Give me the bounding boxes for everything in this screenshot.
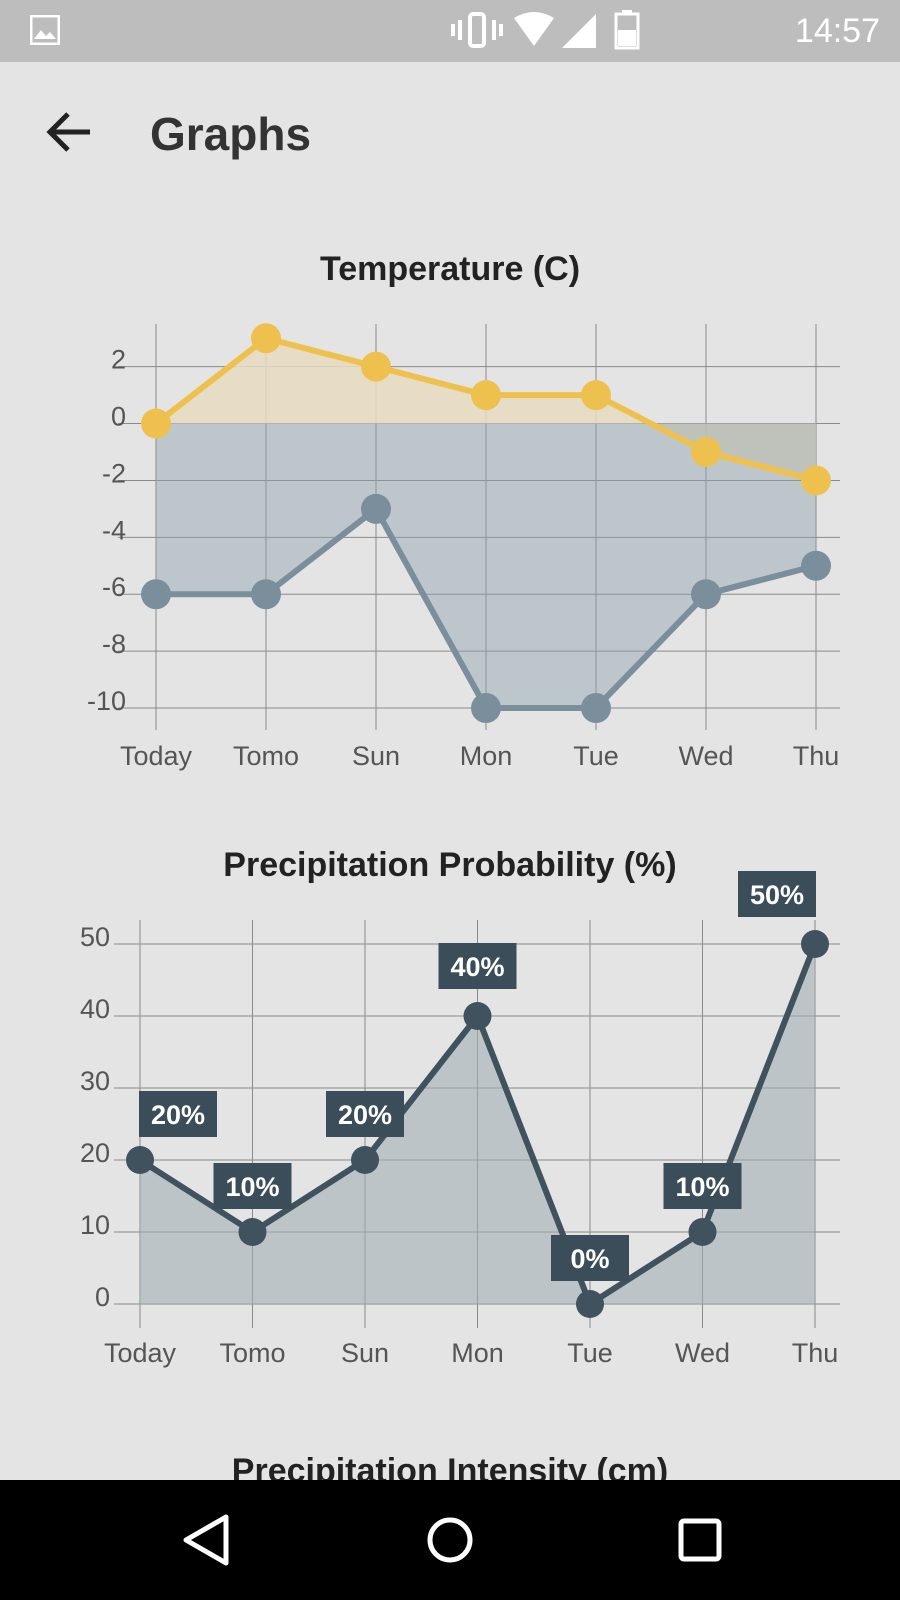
temperature-chart: Temperature (C) 2 0 -2 -4 -6 -8 -10 Today Tomo Su… bbox=[87, 250, 840, 771]
chart-title: Precipitation Probability (%) bbox=[223, 846, 676, 884]
low-temp-point bbox=[471, 693, 501, 723]
y-tick-label: 30 bbox=[80, 1066, 110, 1096]
signal-icon bbox=[562, 14, 596, 48]
y-tick-label: -8 bbox=[102, 629, 126, 659]
precip-point bbox=[351, 1146, 379, 1174]
high-temp-point bbox=[581, 380, 611, 411]
x-tick-label: Wed bbox=[675, 1338, 730, 1368]
high-temp-point bbox=[251, 323, 281, 354]
y-tick-label: 20 bbox=[80, 1138, 110, 1168]
wifi-icon bbox=[514, 12, 554, 46]
precip-point bbox=[238, 1218, 267, 1246]
data-label: 50% bbox=[750, 880, 804, 910]
x-tick-label: Mon bbox=[451, 1338, 504, 1368]
high-temp-point bbox=[691, 437, 721, 467]
low-temp-point bbox=[251, 579, 281, 610]
y-tick-label: 0 bbox=[95, 1282, 110, 1312]
status-time: 14:57 bbox=[794, 12, 880, 50]
x-tick-label: Sun bbox=[352, 741, 400, 771]
recents-nav-button[interactable] bbox=[665, 1505, 735, 1580]
precip-point bbox=[463, 1002, 492, 1030]
data-label: 10% bbox=[675, 1172, 729, 1202]
data-label: 10% bbox=[225, 1172, 279, 1202]
low-temp-point bbox=[801, 550, 831, 581]
x-tick-label: Today bbox=[104, 1338, 177, 1368]
y-tick-label: 50 bbox=[80, 922, 110, 952]
data-label: 20% bbox=[151, 1100, 205, 1130]
low-temp-point bbox=[691, 579, 721, 610]
high-temp-point bbox=[361, 351, 391, 382]
home-circle-icon bbox=[427, 1517, 473, 1563]
low-temp-point bbox=[141, 579, 171, 610]
vibrate-icon bbox=[451, 12, 503, 48]
x-tick-label: Sun bbox=[341, 1338, 389, 1368]
app-bar: Graphs bbox=[0, 62, 900, 202]
status-bar: 14:57 bbox=[0, 0, 900, 62]
navigation-bar bbox=[0, 1480, 900, 1600]
home-nav-button[interactable] bbox=[415, 1505, 485, 1580]
y-tick-label: -2 bbox=[102, 458, 126, 488]
x-tick-label: Thu bbox=[792, 1338, 839, 1368]
precip-point bbox=[688, 1218, 717, 1246]
page-title: Graphs bbox=[150, 108, 312, 160]
data-label-box bbox=[738, 871, 816, 917]
precip-point bbox=[801, 930, 829, 958]
x-tick-label: Tue bbox=[573, 741, 619, 771]
low-temp-point bbox=[361, 493, 391, 524]
precip-point bbox=[126, 1146, 154, 1174]
x-tick-label: Tue bbox=[567, 1338, 613, 1368]
data-label-box bbox=[326, 1091, 404, 1137]
low-temp-point bbox=[581, 693, 611, 723]
data-label-box bbox=[213, 1163, 292, 1209]
data-label-box bbox=[663, 1163, 742, 1209]
precipitation-probability-chart: Precipitation Probability (%) 20% 10% 20% 4… bbox=[80, 846, 840, 1368]
x-tick-label: Today bbox=[120, 741, 193, 771]
precip-point bbox=[576, 1290, 604, 1318]
high-temp-point bbox=[471, 380, 501, 411]
y-tick-label: 2 bbox=[111, 345, 126, 375]
data-label-box bbox=[551, 1235, 629, 1281]
y-tick-label: 40 bbox=[80, 994, 110, 1024]
arrow-left-icon bbox=[46, 112, 90, 152]
x-tick-label: Tomo bbox=[219, 1338, 285, 1368]
high-temp-point bbox=[141, 408, 171, 439]
data-label: 40% bbox=[450, 952, 504, 982]
data-label: 0% bbox=[570, 1244, 609, 1274]
data-label-box bbox=[139, 1091, 217, 1137]
recents-square-icon bbox=[678, 1518, 722, 1562]
precip-area bbox=[140, 944, 815, 1304]
y-tick-label: -6 bbox=[102, 572, 126, 602]
y-tick-label: 0 bbox=[111, 402, 126, 432]
data-label-box bbox=[438, 943, 517, 989]
battery-icon bbox=[614, 10, 640, 50]
back-button[interactable] bbox=[36, 102, 106, 162]
gallery-icon bbox=[29, 14, 61, 50]
y-tick-label: -4 bbox=[102, 515, 126, 545]
data-label: 20% bbox=[338, 1100, 392, 1130]
y-tick-label: -10 bbox=[87, 686, 126, 716]
y-tick-label: 10 bbox=[80, 1210, 110, 1240]
x-tick-label: Thu bbox=[793, 741, 840, 771]
x-tick-label: Tomo bbox=[233, 741, 299, 771]
x-tick-label: Mon bbox=[460, 741, 513, 771]
high-temp-point bbox=[801, 465, 831, 496]
back-triangle-icon bbox=[183, 1514, 229, 1566]
chart-title: Temperature (C) bbox=[320, 250, 580, 288]
low-temp-area bbox=[156, 423, 816, 708]
back-nav-button[interactable] bbox=[170, 1505, 240, 1580]
x-tick-label: Wed bbox=[678, 741, 733, 771]
